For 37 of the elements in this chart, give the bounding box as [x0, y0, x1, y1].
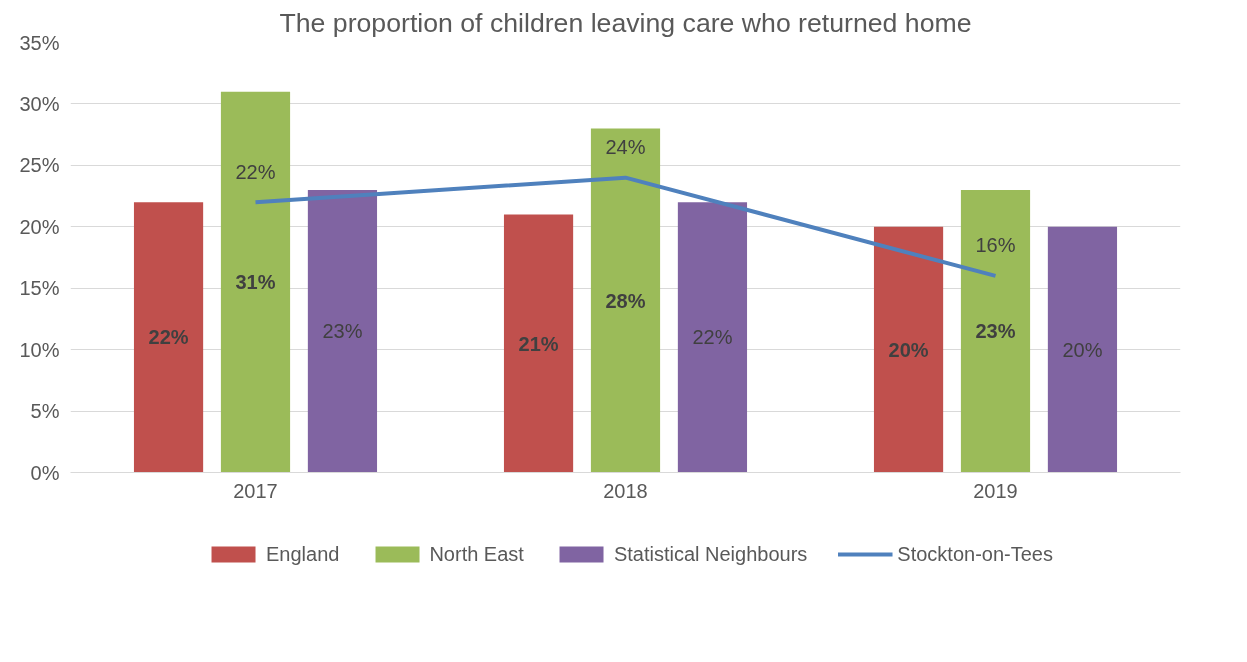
bar	[1047, 226, 1118, 473]
legend-label: Statistical Neighbours	[613, 542, 808, 566]
bar	[677, 202, 748, 473]
y-tick-label: 30%	[19, 92, 60, 115]
bar	[133, 202, 204, 473]
bar	[960, 189, 1031, 473]
y-tick-label: 15%	[19, 277, 60, 300]
data-label: 31%	[235, 271, 276, 294]
data-label: 20%	[1062, 338, 1103, 361]
bar	[307, 189, 378, 473]
y-tick-label: 35%	[19, 31, 60, 54]
bar	[220, 91, 291, 473]
data-label: 28%	[605, 289, 646, 312]
data-label: 23%	[975, 320, 1016, 343]
bar	[503, 214, 574, 473]
data-label: 24%	[605, 135, 646, 158]
data-label: 22%	[235, 160, 276, 183]
data-label: 16%	[975, 234, 1016, 257]
x-tick-label: 2017	[233, 479, 278, 502]
bar	[873, 226, 944, 473]
legend-label: Stockton-on-Tees	[897, 542, 1053, 566]
x-tick-label: 2018	[603, 479, 648, 502]
y-tick-label: 5%	[30, 400, 60, 423]
bar	[590, 128, 661, 473]
y-tick-label: 10%	[19, 338, 60, 361]
legend-label: North East	[429, 542, 524, 566]
data-label: 20%	[888, 338, 929, 361]
x-tick-label: 2019	[973, 479, 1018, 502]
y-tick-label: 25%	[19, 154, 60, 177]
data-label: 22%	[148, 326, 189, 349]
data-label: 21%	[518, 332, 559, 355]
data-label: 23%	[322, 320, 363, 343]
legend-label: England	[266, 542, 340, 566]
data-label: 22%	[692, 326, 733, 349]
y-tick-label: 20%	[19, 215, 60, 238]
chart-title: The proportion of children leaving care who returned home	[279, 7, 972, 38]
y-tick-label: 0%	[30, 461, 60, 484]
